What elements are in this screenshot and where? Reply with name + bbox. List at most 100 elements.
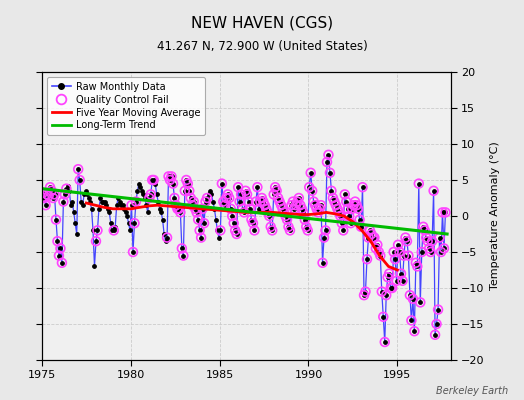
Point bbox=[326, 170, 334, 176]
Point bbox=[41, 202, 50, 208]
Point bbox=[219, 198, 227, 205]
Point bbox=[413, 263, 421, 270]
Point bbox=[54, 252, 63, 259]
Point bbox=[267, 224, 275, 230]
Point bbox=[339, 227, 347, 234]
Point bbox=[344, 206, 352, 212]
Point bbox=[310, 198, 318, 205]
Point bbox=[110, 227, 118, 234]
Point bbox=[176, 209, 184, 216]
Point bbox=[292, 202, 300, 208]
Point bbox=[301, 216, 309, 223]
Point bbox=[148, 177, 157, 183]
Point bbox=[410, 328, 419, 334]
Point bbox=[437, 249, 445, 255]
Point bbox=[92, 238, 100, 244]
Point bbox=[258, 195, 266, 201]
Point bbox=[49, 195, 57, 201]
Point bbox=[397, 270, 405, 277]
Point bbox=[199, 206, 207, 212]
Point bbox=[147, 191, 155, 198]
Point bbox=[113, 202, 121, 208]
Point bbox=[156, 206, 164, 212]
Point bbox=[45, 193, 53, 199]
Point bbox=[344, 206, 352, 212]
Point bbox=[271, 184, 279, 190]
Point bbox=[264, 209, 272, 216]
Point bbox=[104, 206, 112, 212]
Point bbox=[333, 206, 342, 212]
Point bbox=[285, 224, 293, 230]
Point bbox=[52, 216, 60, 223]
Point bbox=[422, 234, 430, 241]
Point bbox=[46, 184, 54, 190]
Point bbox=[47, 188, 56, 194]
Point bbox=[333, 206, 342, 212]
Point bbox=[419, 224, 428, 230]
Point bbox=[308, 188, 316, 194]
Point bbox=[412, 260, 420, 266]
Point bbox=[253, 184, 261, 190]
Point bbox=[431, 332, 439, 338]
Point bbox=[65, 188, 73, 194]
Point bbox=[178, 245, 186, 252]
Point bbox=[268, 227, 276, 234]
Point bbox=[53, 238, 62, 244]
Point bbox=[117, 202, 125, 208]
Point bbox=[336, 213, 344, 219]
Point bbox=[354, 206, 362, 212]
Point bbox=[235, 198, 244, 205]
Point bbox=[396, 249, 404, 255]
Point bbox=[250, 227, 259, 234]
Point bbox=[230, 220, 238, 226]
Point bbox=[289, 198, 297, 205]
Point bbox=[384, 274, 392, 280]
Point bbox=[326, 170, 334, 176]
Point bbox=[418, 249, 426, 255]
Point bbox=[135, 180, 143, 187]
Point bbox=[360, 292, 368, 298]
Point bbox=[160, 231, 168, 237]
Point bbox=[277, 202, 285, 208]
Point bbox=[61, 191, 69, 198]
Point bbox=[303, 227, 312, 234]
Point bbox=[75, 177, 84, 183]
Point bbox=[191, 206, 200, 212]
Point bbox=[412, 260, 420, 266]
Point bbox=[370, 234, 378, 241]
Point bbox=[372, 245, 380, 252]
Point bbox=[183, 180, 192, 187]
Point bbox=[105, 209, 114, 216]
Point bbox=[157, 209, 165, 216]
Point bbox=[332, 202, 340, 208]
Point bbox=[247, 216, 256, 223]
Point bbox=[280, 209, 288, 216]
Point bbox=[244, 198, 253, 205]
Point bbox=[379, 314, 387, 320]
Point bbox=[151, 180, 159, 187]
Point bbox=[142, 202, 150, 208]
Point bbox=[169, 180, 177, 187]
Point bbox=[47, 188, 56, 194]
Point bbox=[387, 285, 395, 291]
Point bbox=[392, 278, 401, 284]
Point bbox=[283, 216, 291, 223]
Point bbox=[136, 184, 145, 190]
Point bbox=[369, 234, 377, 241]
Point bbox=[93, 227, 102, 234]
Point bbox=[174, 206, 183, 212]
Point bbox=[281, 213, 290, 219]
Point bbox=[335, 209, 343, 216]
Point bbox=[432, 321, 441, 327]
Point bbox=[292, 202, 300, 208]
Point bbox=[210, 206, 219, 212]
Point bbox=[120, 206, 128, 212]
Point bbox=[154, 198, 162, 205]
Point bbox=[231, 227, 239, 234]
Point bbox=[61, 191, 69, 198]
Point bbox=[83, 191, 91, 198]
Point bbox=[165, 173, 173, 180]
Point bbox=[255, 206, 263, 212]
Point bbox=[213, 227, 222, 234]
Point bbox=[440, 245, 448, 252]
